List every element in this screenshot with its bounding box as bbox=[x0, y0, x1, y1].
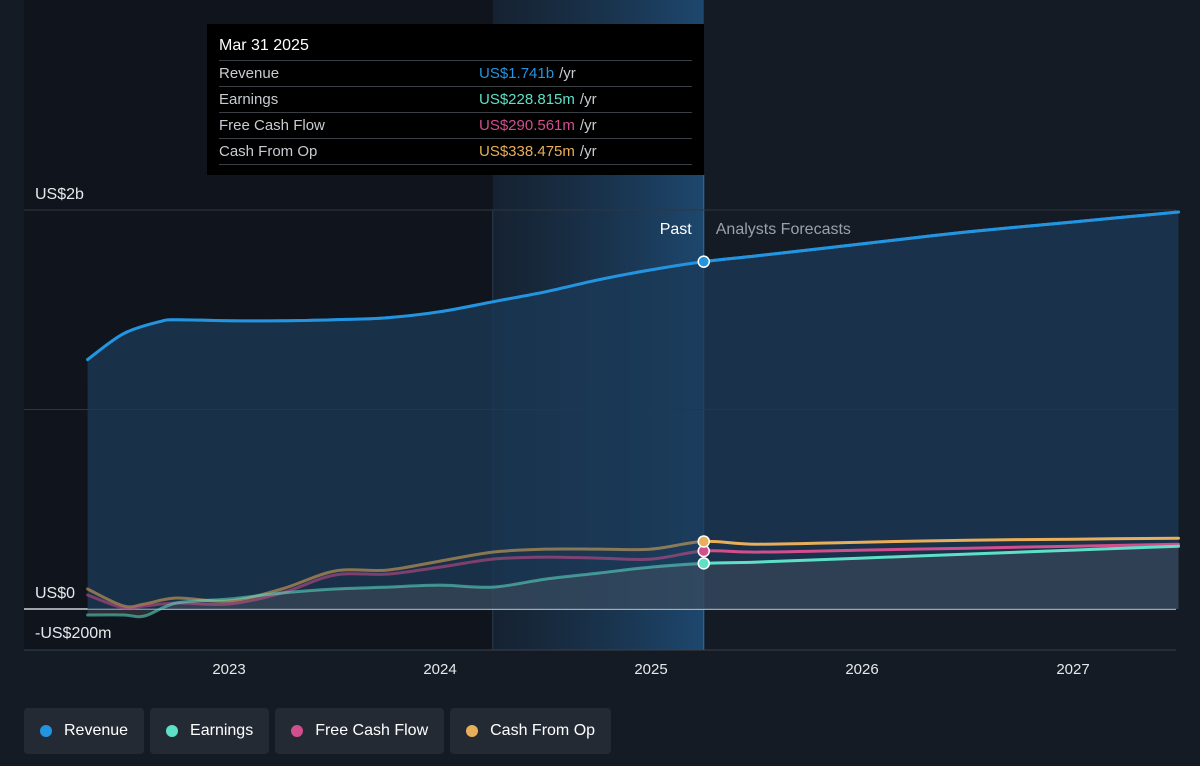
tooltip-label: Revenue bbox=[219, 61, 479, 86]
tooltip-value: US$1.741b bbox=[479, 61, 554, 86]
past-label: Past bbox=[660, 221, 693, 238]
x-tick-label: 2023 bbox=[212, 661, 245, 678]
tooltip-date: Mar 31 2025 bbox=[219, 36, 692, 60]
y-label-top: US$2b bbox=[35, 186, 84, 203]
tooltip-label: Free Cash Flow bbox=[219, 113, 479, 138]
legend-label: Revenue bbox=[64, 722, 128, 740]
chart-tooltip: Mar 31 2025 Revenue US$1.741b /yr Earnin… bbox=[207, 24, 704, 175]
legend-item-cash-from-op[interactable]: Cash From Op bbox=[450, 708, 611, 754]
legend-label: Cash From Op bbox=[490, 722, 595, 740]
tooltip-unit: /yr bbox=[580, 87, 597, 112]
tooltip-row-free-cash-flow: Free Cash Flow US$290.561m /yr bbox=[219, 112, 692, 138]
legend-item-free-cash-flow[interactable]: Free Cash Flow bbox=[275, 708, 444, 754]
cash-from-op-marker bbox=[698, 536, 709, 547]
tooltip-value: US$338.475m bbox=[479, 139, 575, 164]
chart-legend: Revenue Earnings Free Cash Flow Cash Fro… bbox=[24, 708, 611, 754]
tooltip-value: US$290.561m bbox=[479, 113, 575, 138]
x-tick-label: 2027 bbox=[1056, 661, 1089, 678]
tooltip-label: Earnings bbox=[219, 87, 479, 112]
y-label-zero: US$0 bbox=[35, 585, 75, 602]
tooltip-row-revenue: Revenue US$1.741b /yr bbox=[219, 60, 692, 86]
x-tick-label: 2026 bbox=[845, 661, 878, 678]
tooltip-label: Cash From Op bbox=[219, 139, 479, 164]
tooltip-unit: /yr bbox=[580, 139, 597, 164]
legend-item-revenue[interactable]: Revenue bbox=[24, 708, 144, 754]
y-label-bottom: -US$200m bbox=[35, 625, 111, 642]
tooltip-unit: /yr bbox=[580, 113, 597, 138]
cash-from-op-dot-icon bbox=[466, 725, 478, 737]
tooltip-unit: /yr bbox=[559, 61, 576, 86]
forecast-label: Analysts Forecasts bbox=[716, 221, 851, 238]
earnings-marker bbox=[698, 558, 709, 569]
tooltip-value: US$228.815m bbox=[479, 87, 575, 112]
revenue-marker bbox=[698, 256, 709, 267]
free-cash-flow-dot-icon bbox=[291, 725, 303, 737]
legend-item-earnings[interactable]: Earnings bbox=[150, 708, 269, 754]
legend-label: Free Cash Flow bbox=[315, 722, 428, 740]
revenue-dot-icon bbox=[40, 725, 52, 737]
tooltip-row-earnings: Earnings US$228.815m /yr bbox=[219, 86, 692, 112]
x-tick-label: 2024 bbox=[423, 661, 456, 678]
earnings-dot-icon bbox=[166, 725, 178, 737]
legend-label: Earnings bbox=[190, 722, 253, 740]
x-tick-label: 2025 bbox=[634, 661, 667, 678]
tooltip-row-cash-from-op: Cash From Op US$338.475m /yr bbox=[219, 138, 692, 165]
